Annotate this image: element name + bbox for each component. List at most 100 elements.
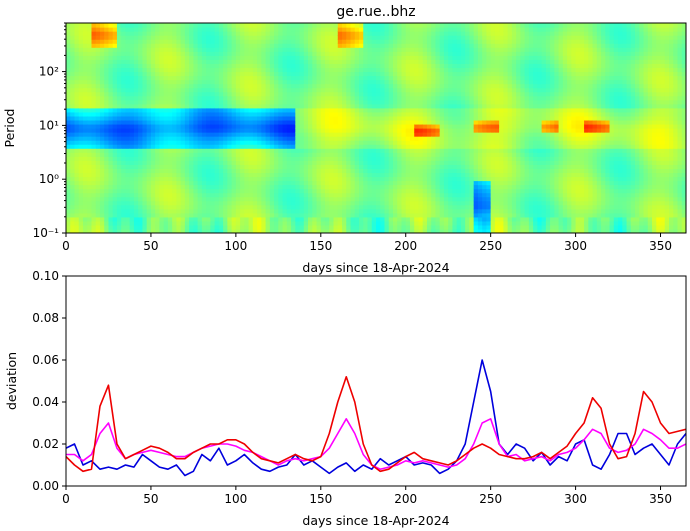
heatmap-cell [439, 87, 445, 93]
heatmap-cell [91, 35, 97, 40]
heatmap-cell [218, 107, 224, 113]
heatmap-cell [329, 228, 335, 233]
heatmap-cell [333, 103, 339, 109]
heatmap-cell [116, 224, 122, 230]
heatmap-cell [248, 208, 254, 214]
heatmap-cell [350, 136, 356, 141]
heatmap-cell [354, 136, 360, 141]
heatmap-cell [325, 23, 330, 28]
heatmap-cell [367, 176, 373, 182]
heatmap-cell [422, 47, 428, 52]
heatmap-cell [269, 220, 275, 226]
heatmap-cell [435, 144, 441, 149]
heatmap-cell [443, 103, 449, 109]
heatmap-cell [248, 87, 254, 93]
heatmap-cell [180, 164, 186, 169]
heatmap-cell [286, 180, 292, 186]
heatmap-cell [235, 188, 241, 194]
heatmap-cell [133, 59, 139, 64]
heatmap-cell [95, 160, 101, 165]
heatmap-cell [138, 212, 144, 218]
heatmap-cell [74, 228, 80, 233]
heatmap-cell [308, 75, 313, 81]
heatmap-cell [78, 119, 84, 125]
heatmap-cell [346, 140, 352, 145]
heatmap-cell [439, 128, 445, 133]
heatmap-cell [376, 176, 381, 182]
heatmap-cell [380, 71, 386, 77]
heatmap-cell [405, 91, 411, 97]
heatmap-cell [231, 156, 237, 161]
heatmap-cell [184, 184, 190, 190]
heatmap-cell [431, 204, 437, 210]
heatmap-cell [320, 55, 326, 60]
heatmap-cell [142, 148, 148, 153]
heatmap-cell [414, 59, 420, 64]
heatmap-cell [367, 95, 373, 101]
heatmap-cell [291, 184, 296, 190]
heatmap-cell [197, 228, 203, 233]
heatmap-cell [257, 51, 262, 56]
heatmap-cell [142, 228, 148, 233]
heatmap-cell [371, 180, 377, 186]
heatmap-cell [193, 79, 199, 85]
heatmap-cell [133, 140, 139, 145]
heatmap-cell [197, 47, 203, 52]
heatmap-cell [265, 35, 271, 40]
heatmap-cell [231, 184, 237, 190]
heatmap-cell [155, 27, 161, 32]
heatmap-cell [286, 75, 292, 81]
heatmap-cell [235, 71, 241, 77]
heatmap-cell [346, 228, 352, 233]
heatmap-cell [159, 140, 165, 145]
heatmap-cell [142, 115, 148, 121]
heatmap-cell [316, 192, 322, 198]
heatmap-cell [397, 172, 403, 178]
heatmap-cell [418, 87, 424, 93]
heatmap-cell [388, 144, 394, 149]
heatmap-cell [405, 216, 411, 222]
heatmap-cell [133, 196, 139, 202]
heatmap-cell [367, 152, 373, 157]
heatmap-cell [291, 128, 296, 133]
heatmap-cell [376, 180, 381, 186]
heatmap-cell [269, 107, 275, 113]
heatmap-cell [303, 136, 309, 141]
heatmap-cell [150, 119, 156, 125]
heatmap-cell [184, 152, 190, 157]
heatmap-cell [282, 148, 288, 153]
heatmap-cell [469, 144, 475, 149]
heatmap-cell [180, 224, 186, 230]
heatmap-cell [469, 103, 475, 109]
heatmap-cell [184, 208, 190, 214]
heatmap-cell [431, 67, 437, 73]
heatmap-cell [184, 95, 190, 101]
heatmap-cell [163, 63, 169, 69]
heatmap-cell [257, 152, 262, 157]
heatmap-cell [180, 204, 186, 210]
heatmap-cell [99, 119, 105, 125]
heatmap-cell [87, 67, 93, 73]
heatmap-cell [316, 51, 322, 56]
heatmap-cell [78, 136, 84, 141]
heatmap-cell [231, 63, 237, 69]
heatmap-cell [252, 200, 258, 206]
heatmap-cell [244, 228, 250, 233]
heatmap-cell [456, 95, 462, 101]
heatmap-cell [329, 196, 335, 202]
heatmap-cell [278, 228, 284, 233]
heatmap-cell [376, 43, 381, 48]
heatmap-cell [159, 71, 165, 77]
heatmap-cell [431, 200, 437, 206]
heatmap-cell [244, 115, 250, 121]
heatmap-cell [70, 196, 76, 202]
heatmap-cell [146, 204, 152, 210]
heatmap-cell [384, 192, 390, 198]
heatmap-cell [159, 111, 165, 117]
heatmap-cell [274, 164, 279, 169]
heatmap-cell [214, 208, 220, 214]
heatmap-cell [121, 91, 127, 97]
heatmap-cell [210, 95, 216, 101]
heatmap-cell [422, 136, 428, 141]
heatmap-cell [265, 123, 271, 129]
